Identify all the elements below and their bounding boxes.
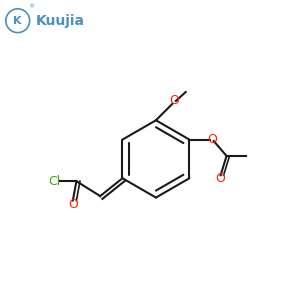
- Text: K: K: [14, 16, 22, 26]
- Text: Kuujia: Kuujia: [36, 14, 85, 28]
- Text: O: O: [68, 198, 78, 211]
- Text: O: O: [169, 94, 179, 107]
- Text: Cl: Cl: [48, 175, 60, 188]
- Text: ®: ®: [28, 5, 34, 10]
- Text: O: O: [216, 172, 226, 185]
- Text: O: O: [207, 133, 217, 146]
